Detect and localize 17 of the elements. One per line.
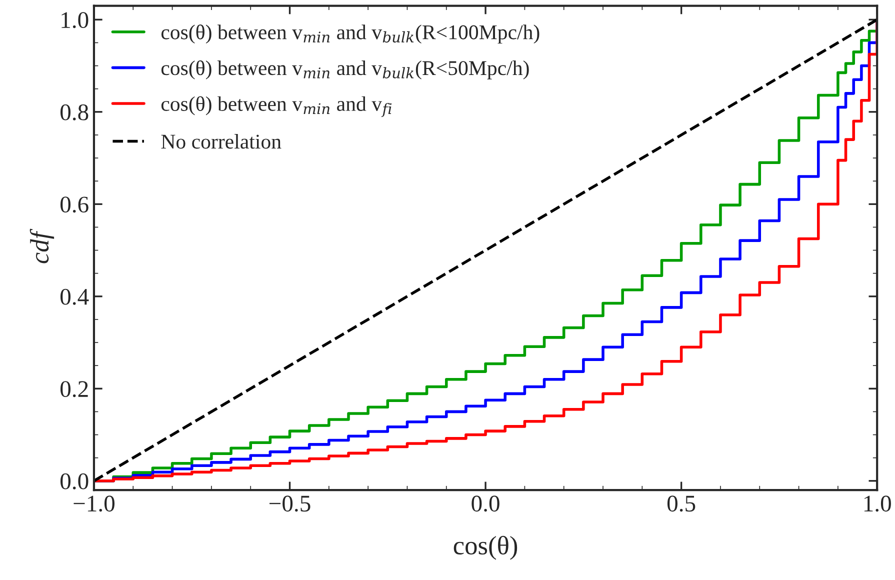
y-axis-title: cdf — [30, 228, 54, 264]
y-tick-label: 1.0 — [62, 12, 88, 28]
y-tick-label: 0.0 — [60, 473, 88, 490]
x-tick-label: 1.0 — [864, 496, 891, 512]
legend-label: cos(θ) between v$_{min}$ and v$_{bulk}$(R<100Mpc/h) — [161, 24, 540, 44]
y-tick-label: 0.2 — [60, 381, 88, 398]
y-tick-label: 0.8 — [60, 104, 88, 120]
y-tick-label: 0.6 — [60, 196, 88, 213]
legend-label: cos(θ) between v$_{min}$ and v$_{fi}$ — [161, 96, 392, 118]
legend-label: No correlation — [161, 134, 282, 149]
x-tick-label: 0.5 — [667, 496, 696, 512]
y-tick-label: 0.4 — [60, 288, 89, 305]
x-axis-title: cos(θ) — [454, 536, 518, 560]
legend-label: cos(θ) between v$_{min}$ and v$_{bulk}$(R<50Mpc/h) — [161, 60, 529, 80]
x-tick-label: 0.0 — [472, 496, 500, 512]
x-tick-label: −1.0 — [74, 496, 114, 512]
x-tick-label: −0.5 — [270, 496, 310, 512]
